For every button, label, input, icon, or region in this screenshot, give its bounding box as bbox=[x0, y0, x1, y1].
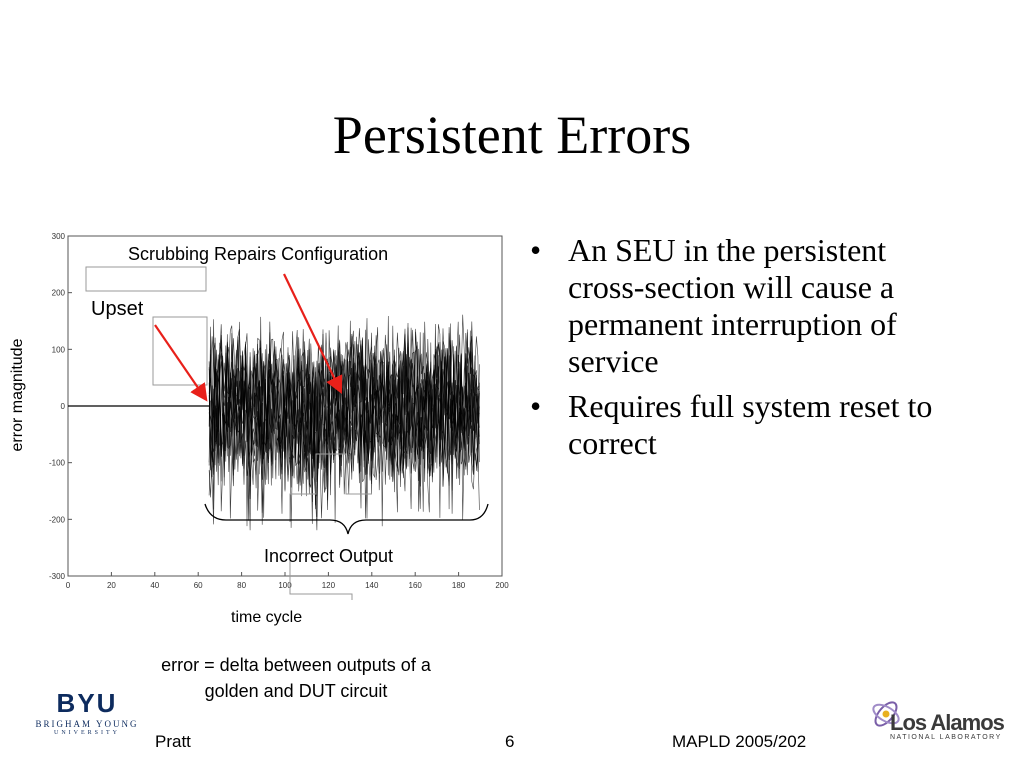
bullet-text: Requires full system reset to correct bbox=[568, 388, 933, 461]
x-tick-label: 80 bbox=[237, 581, 246, 590]
error-trace bbox=[208, 325, 480, 498]
bullet-item: • Requires full system reset to correct bbox=[530, 388, 933, 461]
caption-line: error = delta between outputs of a bbox=[161, 655, 431, 675]
byu-logo: BYU BRIGHAM YOUNG UNIVERSITY bbox=[32, 688, 142, 736]
y-tick-label: -200 bbox=[49, 515, 66, 524]
annotation-bracket bbox=[289, 453, 372, 522]
x-tick-label: 120 bbox=[322, 581, 336, 590]
bullet-list: • An SEU in the persistent cross-section … bbox=[530, 232, 950, 470]
chart-caption: error = delta between outputs of a golde… bbox=[96, 652, 496, 704]
y-axis-label: error magnitude bbox=[9, 338, 26, 452]
scrubbing-arrow bbox=[283, 273, 343, 394]
error-chart: 0 20 40 60 80 100 120 140 160 180 200 300 200 100 0 -10… bbox=[0, 222, 520, 642]
annotation-bracket bbox=[289, 552, 353, 600]
x-tick-label: 0 bbox=[66, 581, 71, 590]
x-tick-label: 180 bbox=[452, 581, 466, 590]
error-trace bbox=[208, 314, 480, 531]
footer-conference: MAPLD 2005/202 bbox=[672, 732, 807, 751]
x-tick-label: 100 bbox=[278, 581, 292, 590]
slide-title: Persistent Errors bbox=[332, 105, 692, 165]
caption-line: golden and DUT circuit bbox=[204, 681, 388, 701]
lanl-name: Los Alamos bbox=[890, 710, 1005, 735]
los-alamos-logo: Los Alamos NATIONAL LABORATORY bbox=[862, 688, 1012, 748]
chart-canvas: 0 20 40 60 80 100 120 140 160 180 200 300 200 100 0 -10… bbox=[49, 232, 509, 600]
footer-author: Pratt bbox=[155, 732, 191, 751]
y-tick-label: -300 bbox=[49, 572, 66, 581]
atom-icon bbox=[872, 701, 900, 727]
upset-arrow bbox=[154, 324, 208, 402]
y-tick-label: 100 bbox=[52, 345, 66, 354]
byu-logo-sub: BRIGHAM YOUNG bbox=[35, 719, 139, 729]
byu-logo-main: BYU bbox=[56, 688, 118, 718]
scrubbing-annotation: Scrubbing Repairs Configuration bbox=[128, 244, 389, 264]
incorrect-output-brace bbox=[204, 503, 489, 535]
x-tick-label: 60 bbox=[194, 581, 203, 590]
x-tick-label: 140 bbox=[365, 581, 379, 590]
y-tick-label: 0 bbox=[61, 402, 66, 411]
incorrect-output-annotation: Incorrect Output bbox=[264, 546, 394, 566]
x-tick-label: 20 bbox=[107, 581, 116, 590]
bullet-text: An SEU in the persistent cross-section w… bbox=[568, 232, 897, 379]
error-trace bbox=[208, 321, 480, 512]
annotation-box bbox=[85, 266, 207, 292]
x-axis-label: time cycle bbox=[231, 609, 303, 626]
y-tick-label: -100 bbox=[49, 459, 66, 468]
footer-page-number: 6 bbox=[505, 732, 515, 751]
x-tick-label: 40 bbox=[150, 581, 159, 590]
error-trace bbox=[208, 315, 480, 510]
x-tick-label: 160 bbox=[409, 581, 423, 590]
byu-logo-sub2: UNIVERSITY bbox=[54, 730, 120, 736]
upset-annotation: Upset bbox=[91, 298, 144, 320]
y-tick-label: 200 bbox=[52, 289, 66, 298]
lanl-sub: NATIONAL LABORATORY bbox=[890, 734, 1002, 741]
x-tick-label: 200 bbox=[495, 581, 509, 590]
annotation-box bbox=[152, 316, 208, 386]
error-trace bbox=[208, 327, 480, 525]
y-tick-label: 300 bbox=[52, 232, 66, 241]
bullet-item: • An SEU in the persistent cross-section … bbox=[530, 232, 897, 379]
